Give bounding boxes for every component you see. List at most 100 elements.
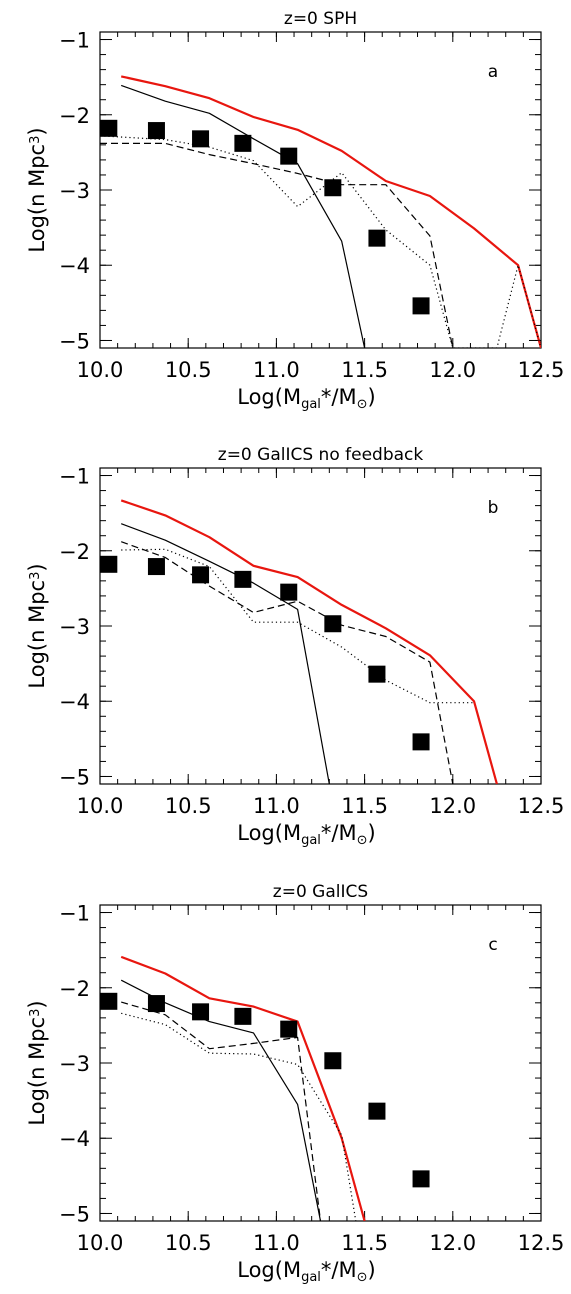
plot-frame — [99, 904, 542, 1222]
x-label-text-mid: */M — [321, 1258, 357, 1282]
series-group — [120, 499, 498, 784]
y-label-text-end: ) — [25, 127, 49, 135]
y-label-text: Log(n Mpc — [25, 144, 49, 253]
chart-title: z=0 SPH — [284, 9, 357, 29]
observation-marker — [234, 1007, 252, 1025]
observation-marker — [280, 583, 298, 601]
y-tick-label: −1 — [59, 29, 90, 53]
x-tick-label: 11.5 — [341, 1231, 388, 1255]
observation-marker — [234, 134, 252, 152]
x-label-text-end: ) — [368, 821, 376, 845]
x-label-text: Log(M — [237, 385, 301, 409]
dashed-line — [120, 541, 454, 784]
y-tick-label: −4 — [59, 254, 90, 278]
x-label-text: Log(M — [237, 1258, 301, 1282]
observation-marker — [192, 130, 210, 148]
y-tick-label: −2 — [59, 104, 90, 128]
observation-marker — [100, 992, 118, 1010]
observation-marker — [280, 1020, 298, 1038]
observation-marker — [280, 147, 298, 165]
y-tick-label: −5 — [59, 1202, 90, 1226]
observation-marker — [368, 1102, 386, 1120]
x-tick-label: 11.0 — [253, 794, 300, 818]
y-tick-label: −5 — [59, 765, 90, 789]
x-tick-label: 10.5 — [165, 358, 212, 382]
panel-label: c — [488, 935, 497, 955]
y-label-text-end: ) — [25, 563, 49, 571]
x-tick-label: 12.5 — [518, 1231, 565, 1255]
x-tick-label: 11.5 — [341, 794, 388, 818]
plot-frame — [99, 31, 542, 349]
panel-label: a — [488, 62, 498, 82]
observation-marker — [147, 122, 165, 140]
x-label-text-end: ) — [368, 1258, 376, 1282]
x-label-text-mid: */M — [321, 385, 357, 409]
y-label-superscript: 3 — [28, 572, 43, 580]
dotted-line — [100, 135, 541, 348]
y-tick-label: −1 — [59, 465, 90, 489]
y-tick-label: −4 — [59, 1127, 90, 1151]
x-tick-label: 10.0 — [77, 794, 124, 818]
x-label-text-mid: */M — [321, 821, 357, 845]
y-tick-label: −3 — [59, 179, 90, 203]
y-label-text: Log(n Mpc — [25, 1017, 49, 1126]
chart-title: z=0 GalICS no feedback — [218, 445, 424, 465]
red-solid-line — [120, 75, 541, 348]
sun-symbol: ⊙ — [357, 397, 368, 412]
x-tick-label: 10.0 — [77, 1231, 124, 1255]
x-tick-label: 12.5 — [518, 358, 565, 382]
observation-marker — [147, 558, 165, 576]
observation-marker — [412, 297, 430, 315]
y-axis-label: Log(n Mpc3) — [25, 563, 49, 688]
red-solid-line — [120, 499, 498, 784]
observation-marker — [147, 995, 165, 1013]
observation-marker — [368, 665, 386, 683]
y-tick-label: −2 — [59, 540, 90, 564]
y-label-text: Log(n Mpc — [25, 580, 49, 689]
x-label-text-end: ) — [368, 385, 376, 409]
x-axis-label: Log(Mgal*/M⊙) — [237, 1258, 375, 1285]
observation-marker — [324, 615, 342, 633]
y-tick-label: −4 — [59, 690, 90, 714]
chart-panel-a: z=0 SPH a 10.0 10.5 11.0 11.5 12.0 12.5 −1 −2 −3 −4… — [25, 9, 564, 412]
observation-marker — [324, 1052, 342, 1070]
observation-marker — [100, 119, 118, 137]
x-tick-label: 11.0 — [253, 1231, 300, 1255]
dotted-line — [121, 1012, 357, 1221]
chart-panel-b: z=0 GalICS no feedback b 10.0 10.5 11.0 11.5 1… — [25, 445, 564, 848]
x-tick-label: 11.0 — [253, 358, 300, 382]
panel-label: b — [488, 498, 499, 518]
x-tick-label: 11.5 — [341, 358, 388, 382]
chart-panel-c: z=0 GalICS c 10.0 10.5 11.0 11.5 12.0 12.5 −1 −2 −… — [25, 882, 564, 1285]
dashed-line — [121, 1001, 322, 1221]
x-label-text: Log(M — [237, 821, 301, 845]
observation-marker — [192, 566, 210, 584]
y-tick-label: −3 — [59, 1052, 90, 1076]
series-group — [100, 75, 541, 348]
x-tick-label: 10.0 — [77, 358, 124, 382]
y-axis-label: Log(n Mpc3) — [25, 1000, 49, 1125]
observation-marker — [100, 555, 118, 573]
chart-title: z=0 GalICS — [273, 882, 368, 902]
y-label-superscript: 3 — [28, 136, 43, 144]
y-label-superscript: 3 — [28, 1009, 43, 1017]
observation-marker — [324, 179, 342, 197]
x-tick-label: 12.0 — [429, 794, 476, 818]
dotted-line — [121, 548, 474, 704]
y-label-text-end: ) — [25, 1000, 49, 1008]
x-tick-label: 12.0 — [429, 1231, 476, 1255]
x-tick-label: 10.5 — [165, 1231, 212, 1255]
x-axis-label: Log(Mgal*/M⊙) — [237, 385, 375, 412]
x-label-subscript: gal — [301, 833, 321, 848]
y-tick-label: −5 — [59, 329, 90, 353]
solid-line — [120, 84, 366, 348]
x-tick-label: 10.5 — [165, 794, 212, 818]
x-label-subscript: gal — [301, 1270, 321, 1285]
y-tick-label: −2 — [59, 977, 90, 1001]
observation-marker — [412, 1170, 430, 1188]
x-tick-label: 12.0 — [429, 358, 476, 382]
observation-marker — [412, 733, 430, 751]
solid-line — [120, 523, 330, 784]
solid-line — [120, 979, 322, 1221]
